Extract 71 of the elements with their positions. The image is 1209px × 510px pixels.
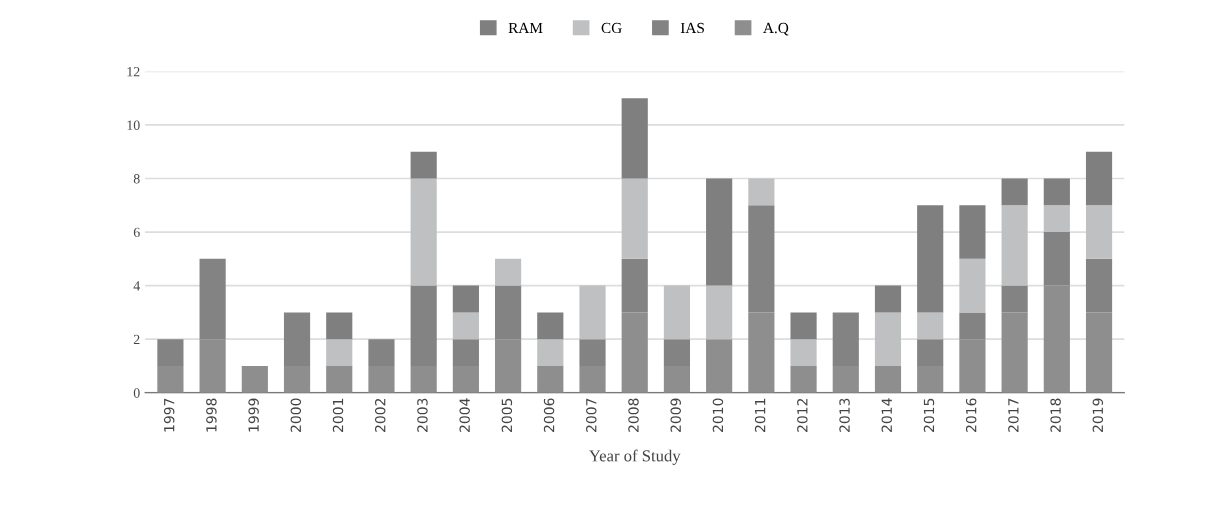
bar — [1001, 205, 1028, 286]
y-tick-label: 6 — [133, 227, 140, 238]
x-axis-title: Year of Study — [589, 449, 681, 465]
x-tick-label: 2002 — [374, 398, 386, 432]
x-tick-label: 2016 — [965, 398, 977, 432]
x-tick-label: 2018 — [1050, 398, 1061, 432]
x-tick-label: 2007 — [586, 398, 597, 432]
bar — [706, 178, 733, 286]
x-tick-label: 2010 — [712, 398, 724, 432]
x-tick-label: 2014 — [881, 398, 893, 432]
bar — [410, 151, 437, 179]
x-tick-label: 2005 — [501, 398, 513, 432]
bar — [1043, 178, 1070, 206]
bar — [874, 365, 902, 393]
bar — [790, 312, 817, 340]
x-tick-label: 2006 — [543, 398, 555, 432]
bar — [1085, 205, 1113, 259]
bar — [495, 258, 522, 286]
bar — [452, 312, 479, 340]
x-tick-label: 2019 — [1092, 398, 1104, 432]
x-tick-label: 1997 — [163, 398, 175, 432]
y-tick-label: 4 — [133, 281, 140, 291]
bar — [537, 339, 564, 366]
x-tick-label: 2015 — [923, 398, 935, 432]
bar — [706, 285, 733, 340]
x-tick-label: 2003 — [417, 398, 428, 432]
x-tick-label: 2008 — [628, 398, 639, 432]
x-tick-label: 2017 — [1008, 398, 1019, 432]
legend-label: A.Q — [763, 22, 789, 36]
x-tick-label: 2013 — [839, 398, 850, 432]
bar — [917, 205, 944, 313]
y-tick-label: 2 — [133, 334, 140, 344]
bar — [1001, 178, 1028, 206]
y-tick-label: 10 — [127, 120, 140, 130]
x-tick-label: 2009 — [670, 398, 681, 432]
bar — [790, 365, 817, 393]
legend-label: RAM — [508, 22, 543, 33]
bar — [874, 285, 902, 313]
legend-label: IAS — [680, 22, 704, 34]
x-tick-label: 2012 — [797, 398, 808, 432]
bar — [959, 205, 986, 259]
bar — [621, 178, 648, 259]
bar — [1043, 205, 1070, 233]
legend-label: CG — [601, 22, 622, 34]
y-tick-label: 12 — [127, 67, 140, 77]
bar — [326, 365, 353, 393]
bar — [241, 365, 268, 393]
bar — [748, 178, 775, 206]
bar — [326, 312, 353, 340]
y-tick-label: 0 — [133, 388, 140, 398]
bar — [452, 285, 479, 313]
bar — [621, 98, 648, 179]
x-tick-label: 1999 — [248, 398, 259, 432]
bar — [579, 285, 606, 340]
bar — [326, 339, 353, 366]
x-tick-label: 2011 — [754, 398, 766, 432]
bar — [706, 339, 733, 393]
bar — [874, 312, 902, 366]
bar — [537, 312, 564, 340]
bar — [790, 339, 817, 366]
bar — [1085, 151, 1113, 206]
bar — [410, 178, 437, 286]
x-tick-label: 2000 — [290, 398, 302, 432]
bar — [663, 285, 691, 340]
bar — [537, 365, 564, 393]
x-tick-label: 1998 — [206, 398, 217, 432]
bar — [959, 258, 986, 313]
x-tick-label: 2004 — [459, 398, 470, 432]
x-tick-label: 2001 — [332, 398, 344, 432]
bar — [917, 312, 944, 340]
y-tick-label: 8 — [133, 174, 140, 184]
